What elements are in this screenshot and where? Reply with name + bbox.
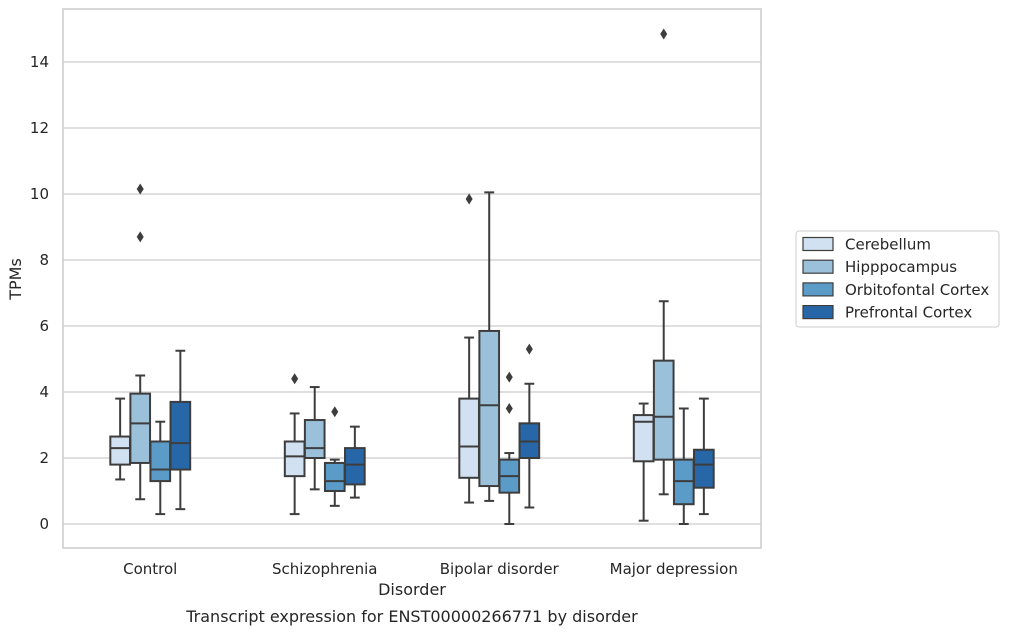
box-group	[323, 406, 346, 507]
outlier-point	[136, 183, 144, 195]
box-group	[498, 371, 521, 525]
box-group	[518, 343, 541, 509]
outlier-point	[331, 406, 339, 418]
y-tick-label: 6	[39, 317, 49, 335]
legend-label: Orbitofontal Cortex	[845, 281, 989, 299]
box-group	[672, 407, 695, 525]
box-group	[283, 373, 306, 516]
y-tick-label: 4	[39, 383, 49, 401]
box-iqr	[458, 397, 480, 479]
outlier-point	[505, 371, 513, 383]
box-iqr	[478, 329, 501, 488]
box-iqr	[344, 447, 366, 486]
x-tick-label: Control	[123, 560, 177, 578]
y-tick-label: 2	[39, 449, 49, 467]
x-tick-label: Schizophrenia	[272, 560, 377, 578]
x-tick-label: Major depression	[610, 560, 738, 578]
box-group	[652, 28, 675, 496]
outlier-point	[525, 343, 533, 355]
legend-label: Cerebellum	[845, 236, 931, 254]
legend: Cerebellum Hipppocampus Orbitofontal Corte…	[795, 230, 1000, 328]
box-iqr	[283, 440, 306, 478]
box-group	[109, 397, 131, 481]
box-iqr	[169, 400, 192, 471]
box-iqr	[129, 392, 152, 464]
box-iqr	[323, 461, 346, 493]
outlier-point	[505, 403, 513, 414]
y-tick-labels: 0 2 4 6 8 10 12 14	[30, 53, 49, 533]
box-iqr	[303, 419, 326, 459]
outlier-point	[660, 28, 668, 40]
box-iqr	[109, 435, 131, 466]
legend-label: Prefrontal Cortex	[845, 304, 972, 322]
box-group	[169, 349, 192, 511]
boxes-layer	[109, 28, 715, 525]
legend-swatch	[802, 282, 834, 297]
x-tick-label: Bipolar disorder	[440, 560, 560, 578]
y-tick-label: 12	[30, 119, 49, 137]
box-group	[303, 386, 326, 491]
outlier-point	[291, 373, 299, 385]
x-tick-labels: Control Schizophrenia Bipolar disorder Majo…	[123, 560, 738, 578]
box-iqr	[652, 359, 675, 461]
legend-label: Hipppocampus	[845, 258, 957, 276]
x-axis-title: Disorder	[378, 580, 446, 599]
box-group	[478, 191, 501, 502]
y-axis-title: TPMs	[6, 258, 25, 301]
box-group	[149, 420, 172, 516]
box-iqr	[693, 448, 715, 489]
legend-swatch	[802, 259, 834, 274]
y-tick-label: 0	[39, 515, 49, 533]
y-tick-label: 10	[30, 185, 49, 203]
legend-swatch	[802, 236, 834, 252]
box-group	[632, 402, 655, 522]
legend-frame	[795, 230, 1000, 328]
box-group	[344, 425, 366, 499]
box-group	[693, 397, 715, 516]
plot-area-frame	[62, 8, 762, 549]
chart-caption: Transcript expression for ENST0000026677…	[185, 607, 638, 626]
y-tick-label: 14	[30, 53, 49, 71]
outlier-point	[465, 193, 473, 205]
box-group	[129, 183, 152, 501]
legend-swatch	[802, 305, 834, 320]
box-iqr	[149, 440, 172, 483]
outlier-point	[136, 231, 144, 243]
y-tick-label: 8	[39, 251, 49, 269]
box-group	[458, 193, 480, 504]
